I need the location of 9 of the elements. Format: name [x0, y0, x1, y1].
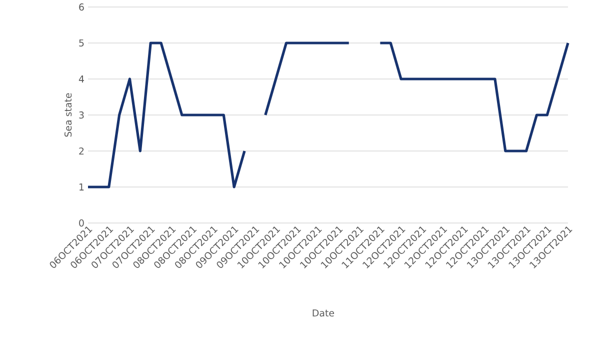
y-tick-label: 2: [79, 147, 84, 155]
y-tick-label: 0: [79, 219, 84, 227]
x-axis-title: Date: [312, 309, 334, 317]
y-tick-label: 6: [79, 3, 84, 11]
y-tick-label: 1: [80, 184, 84, 190]
y-tick-label: 4: [78, 76, 84, 82]
y-axis-title: Sea state: [64, 93, 72, 137]
y-tick-label: 3: [79, 111, 84, 119]
y-tick-label: 5: [79, 39, 84, 47]
